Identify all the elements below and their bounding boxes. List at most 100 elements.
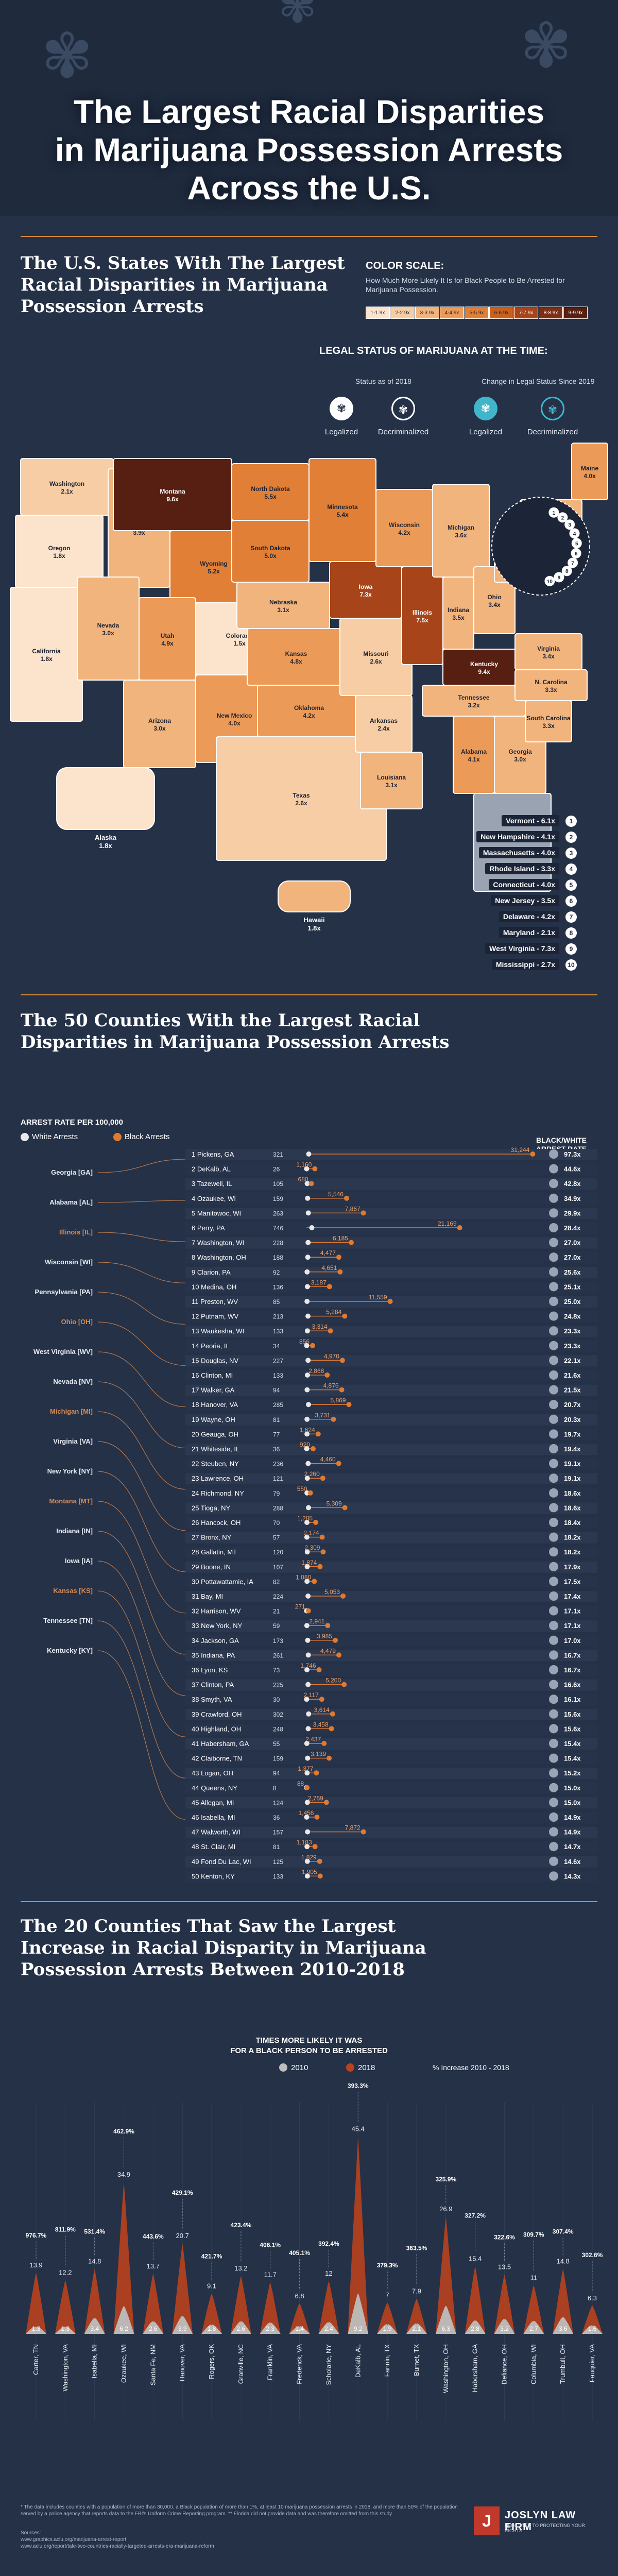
- black-arrest-dot: [317, 1873, 323, 1879]
- ratio-value: 19.7x: [564, 1430, 581, 1438]
- category-label: Carter, TN: [32, 2344, 40, 2375]
- pct-increase-label: 443.6%: [143, 2233, 164, 2240]
- ratio-marker: [549, 1238, 558, 1247]
- white-arrest-dot: [304, 1815, 310, 1820]
- white-arrest-dot: [304, 1667, 310, 1672]
- table-row: [185, 1620, 597, 1632]
- white-arrest-value: 8: [273, 1785, 277, 1792]
- table-row: [185, 1326, 597, 1337]
- category-label: Scholarie, NY: [324, 2344, 332, 2385]
- state-name: Utah: [161, 632, 175, 639]
- state-name: Alaska: [95, 834, 117, 841]
- state-group-connector: [97, 1501, 186, 1614]
- white-arrest-dot: [304, 1416, 310, 1422]
- ne-marker-number: 9: [558, 575, 561, 581]
- white-arrest-dot: [304, 1284, 310, 1290]
- black-arrest-dot: [320, 1549, 326, 1555]
- state-value: 2.6x: [370, 658, 382, 665]
- white-arrest-value: 228: [273, 1240, 283, 1247]
- state-group-label: Alabama [AL]: [49, 1198, 93, 1206]
- county-label: 36 Lyon, KS: [192, 1666, 228, 1674]
- ne-marker-number: 3: [568, 522, 571, 528]
- ratio-value: 20.7x: [564, 1401, 581, 1409]
- county-label: 23 Lawrence, OH: [192, 1475, 244, 1482]
- state-value: 2.4x: [377, 725, 390, 732]
- county-label: 8 Washington, OH: [192, 1253, 246, 1261]
- ne-marker-number: 6: [575, 551, 578, 557]
- state-name: Colorado: [226, 632, 253, 639]
- black-arrest-value: 4,479: [320, 1647, 336, 1654]
- black-arrest-value: 5,869: [331, 1397, 346, 1404]
- legend-black-label: Black Arrests: [125, 1132, 170, 1141]
- county-label: 43 Logan, OH: [192, 1769, 233, 1777]
- black-arrest-value: 1,746: [301, 1662, 316, 1669]
- white-arrest-dot: [306, 1402, 312, 1408]
- ratio-marker: [549, 1650, 558, 1660]
- state-group-connector: [97, 1292, 186, 1325]
- value-2010-label: 3.9: [178, 2325, 187, 2332]
- table-row: [185, 1311, 597, 1323]
- ratio-value: 14.3x: [564, 1872, 581, 1880]
- pct-increase-label: 363.5%: [406, 2245, 427, 2252]
- ratio-marker: [549, 1591, 558, 1601]
- state-group-label: Georgia [GA]: [51, 1168, 93, 1176]
- source-link[interactable]: www.aclu.org/report/tale-two-countries-r…: [21, 2544, 214, 2549]
- state-value: 2.1x: [61, 488, 73, 495]
- category-label: DeKalb, AL: [354, 2344, 362, 2378]
- state-value: 1.8x: [99, 842, 112, 850]
- cannabis-leaf-icon: ✾: [278, 0, 317, 32]
- ratio-marker: [549, 1208, 558, 1218]
- ratio-value: 15.6x: [564, 1725, 581, 1733]
- black-arrest-dot: [310, 1446, 316, 1451]
- state-group-label: Montana [MT]: [49, 1497, 93, 1505]
- state-value: 1.5x: [233, 640, 246, 647]
- table-row: [185, 1605, 597, 1617]
- black-arrest-value: 7,872: [345, 1824, 360, 1832]
- county-label: 5 Manitowoc, WI: [192, 1209, 241, 1217]
- value-2018-label: 11: [530, 2274, 538, 2282]
- county-label: 31 Bay, MI: [192, 1592, 223, 1600]
- legal-status-title: LEGAL STATUS OF MARIJUANA AT THE TIME:: [319, 345, 548, 357]
- logo-name: JOSLYN LAW FIRM: [505, 2510, 576, 2533]
- table-row: [185, 1502, 597, 1514]
- ratio-marker: [549, 1532, 558, 1542]
- ratio-value: 18.2x: [564, 1534, 581, 1541]
- cannabis-leaf-icon: ✾: [520, 11, 572, 80]
- state-name: Michigan: [448, 524, 474, 531]
- state-name: Kentucky: [470, 660, 498, 668]
- ne-marker-number: 8: [565, 569, 569, 574]
- ne-marker-number: 1: [553, 511, 556, 516]
- value-2018-label: 7.9: [412, 2287, 421, 2295]
- county-label: 1 Pickens, GA: [192, 1150, 234, 1158]
- ratio-value: 14.6x: [564, 1858, 581, 1866]
- white-arrest-value: 94: [273, 1770, 280, 1777]
- source-link[interactable]: www.graphics.aclu.org/marijuana-arrest-r…: [21, 2537, 127, 2543]
- table-row: [185, 1650, 597, 1662]
- ratio-marker: [549, 1694, 558, 1704]
- black-arrest-dot: [319, 1534, 325, 1540]
- county-label: 12 Putnam, WV: [192, 1313, 238, 1320]
- county-label: 46 Isabella, MI: [192, 1814, 235, 1821]
- black-arrest-dot: [331, 1416, 336, 1422]
- white-arrest-dot: [304, 1549, 310, 1555]
- black-arrest-value: 2,941: [309, 1618, 324, 1625]
- white-arrest-dot: [304, 1387, 310, 1393]
- area-chart-title: TIMES MORE LIKELY IT WAS: [256, 2036, 363, 2045]
- black-arrest-dot: [314, 1815, 320, 1820]
- category-label: Santa Fe, NM: [149, 2344, 157, 2385]
- value-2018-label: 12.2: [59, 2269, 72, 2277]
- state-name: N. Carolina: [535, 679, 568, 686]
- ne-list-number: 3: [565, 848, 577, 859]
- state-group-connector: [97, 1471, 186, 1572]
- pct-increase-label: 322.6%: [494, 2234, 515, 2241]
- table-row: [185, 1384, 597, 1396]
- ne-marker: [557, 512, 568, 523]
- black-arrest-value: 1,183: [297, 1839, 312, 1846]
- state-name: Georgia: [508, 748, 532, 755]
- ratio-marker: [549, 1370, 558, 1380]
- category-label: Trumbull, OH: [559, 2344, 566, 2384]
- category-label: Defiance, OH: [500, 2344, 508, 2384]
